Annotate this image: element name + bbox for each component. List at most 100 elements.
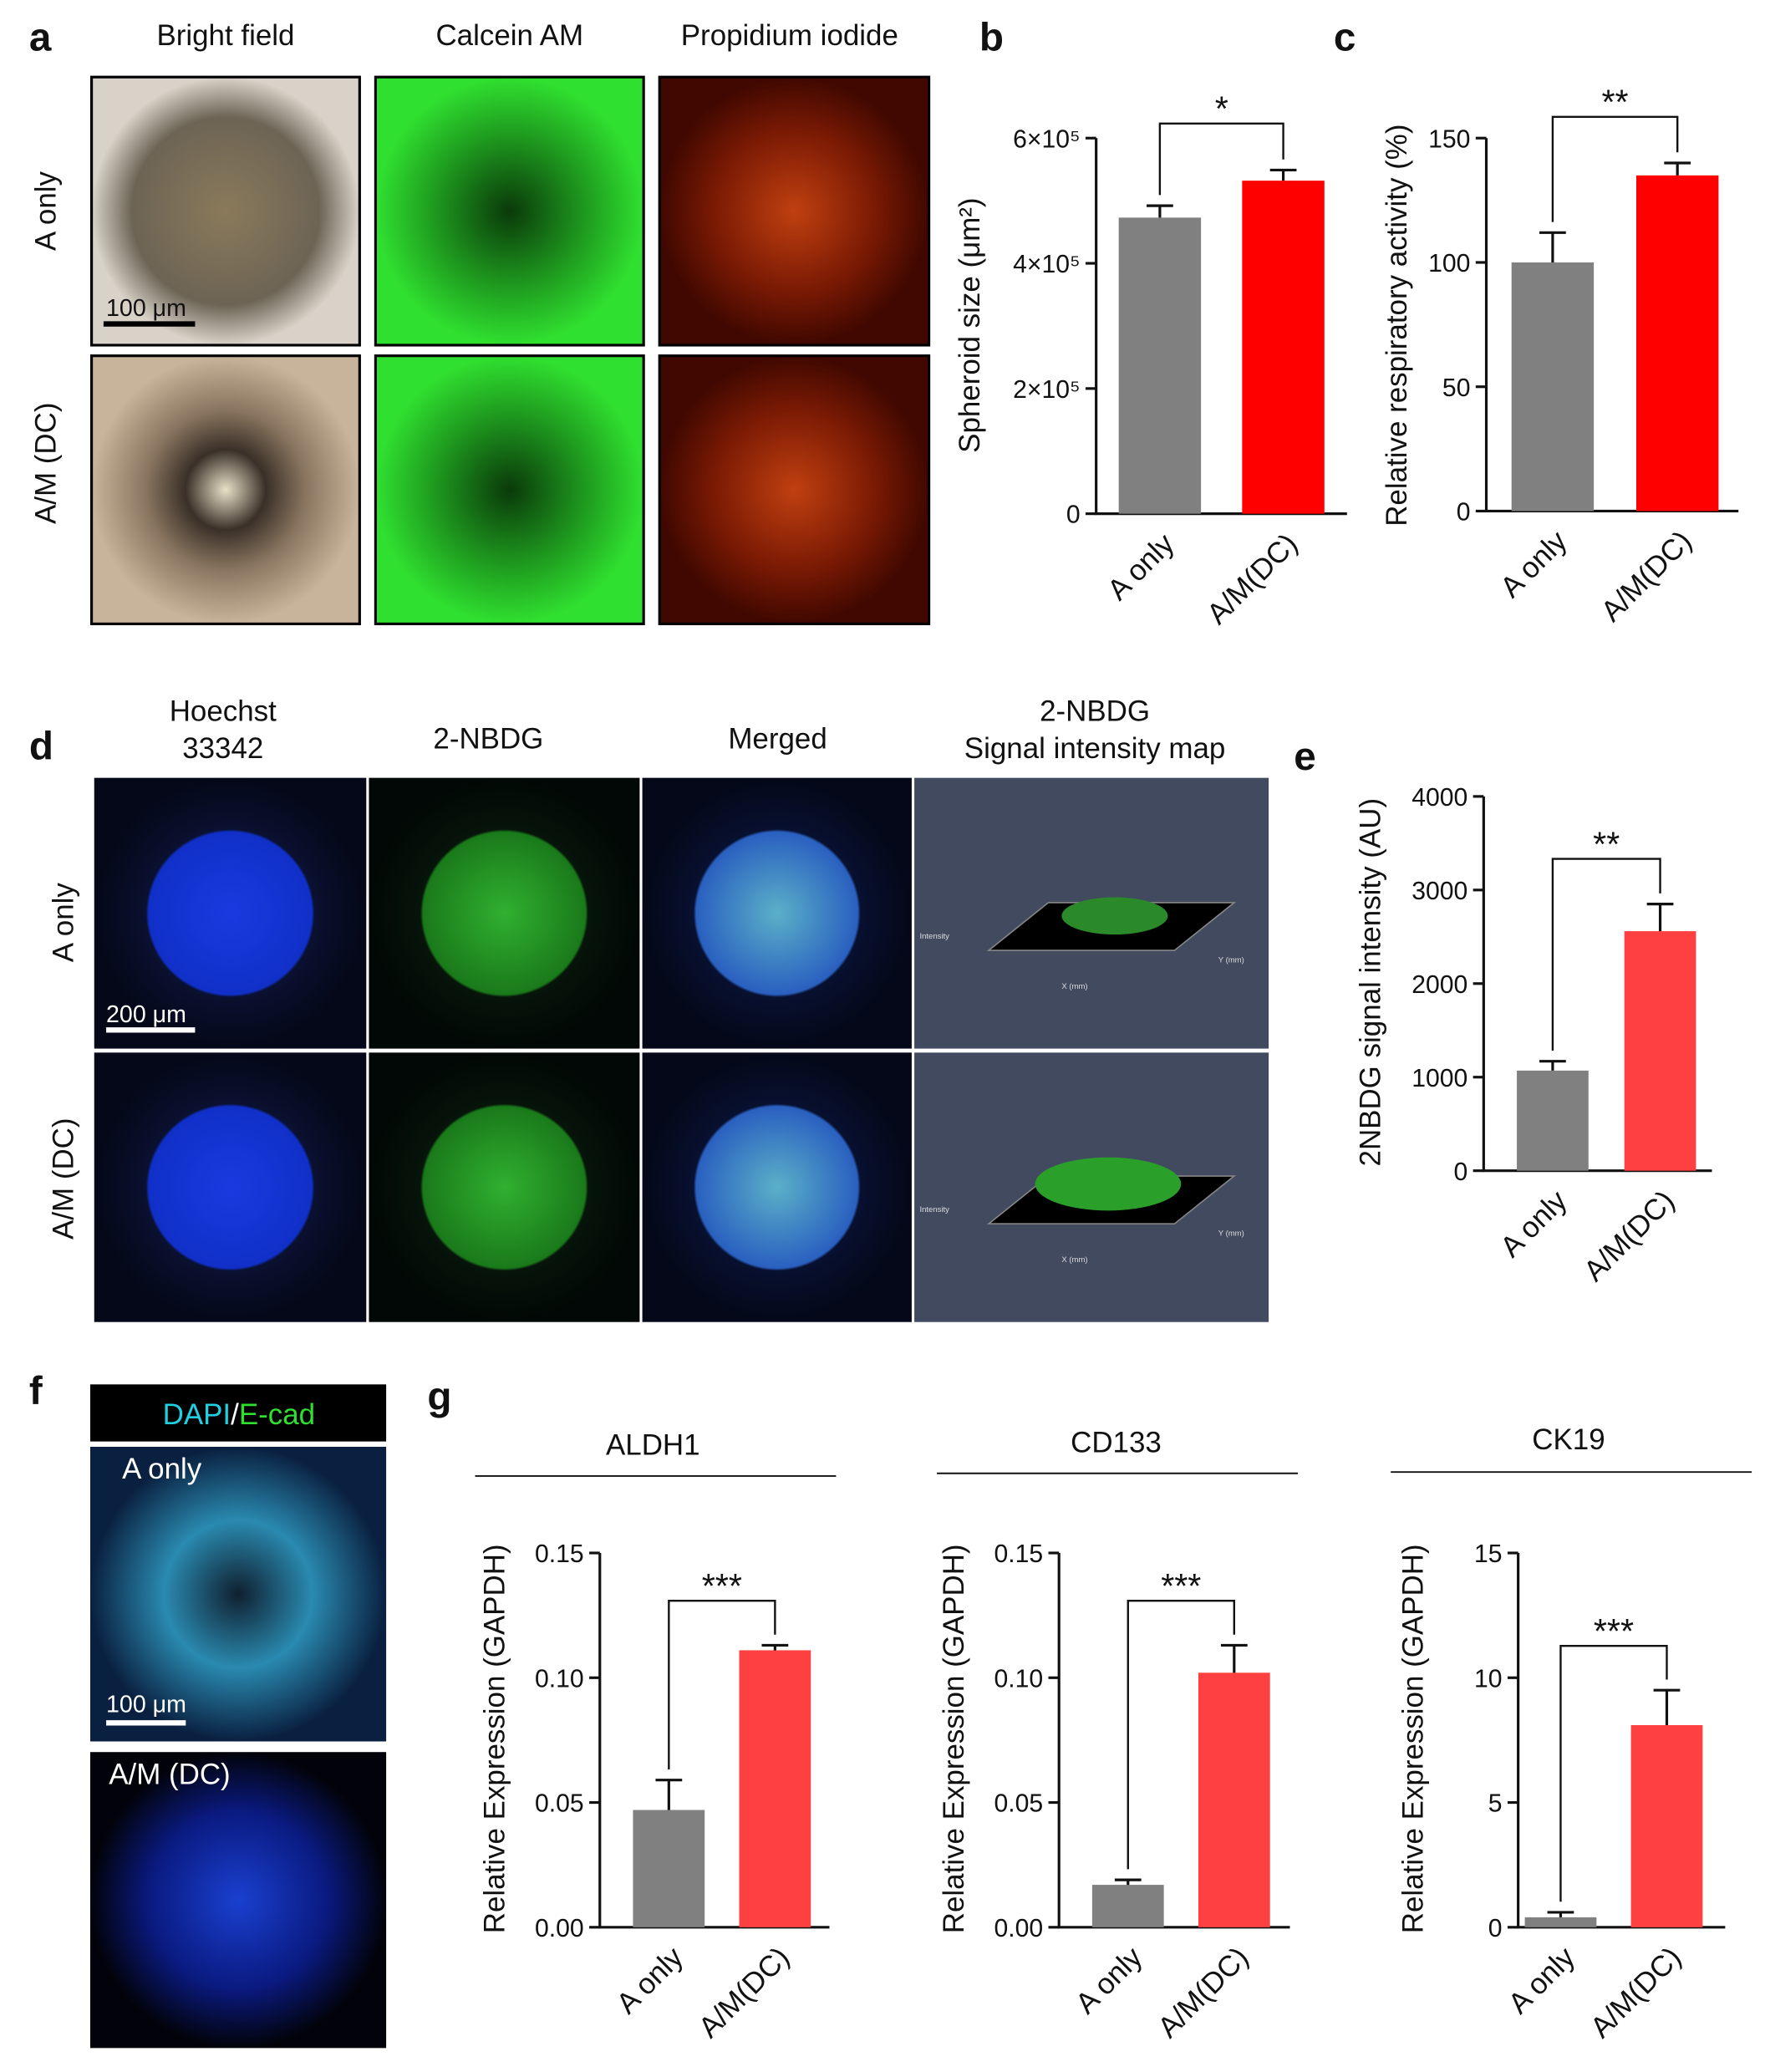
error-bar	[655, 1779, 683, 1810]
significance: *	[1215, 90, 1228, 129]
row-header: A/M (DC)	[47, 1117, 79, 1240]
y-axis-label: Relative Expression (GAPDH)	[478, 1544, 511, 1933]
bar	[739, 1650, 811, 1927]
scale-label: 200 μm	[106, 1001, 186, 1028]
panel-letter: a	[29, 15, 52, 59]
map-axis-label: Y (mm)	[1218, 1229, 1244, 1238]
row-header: A only	[47, 883, 79, 963]
y-tick-label: 0	[1488, 1915, 1503, 1942]
image	[94, 777, 367, 1049]
significance: **	[1593, 825, 1620, 863]
stain-label: DAPI/E-cad	[163, 1398, 315, 1431]
image	[89, 1446, 387, 1742]
significance-bracket	[1551, 858, 1661, 1051]
column-header: Propidium iodide	[681, 19, 898, 52]
y-tick-label: 0	[1066, 501, 1081, 529]
bar	[1630, 1725, 1703, 1927]
bar	[1242, 181, 1325, 514]
significance: ***	[702, 1567, 742, 1606]
significance: **	[1601, 84, 1628, 122]
column-header: 2-NBDG	[1040, 695, 1150, 727]
y-axis-label: Spheroid size (μm²)	[954, 197, 986, 452]
image	[374, 354, 645, 626]
image	[642, 1052, 912, 1322]
panel-letter: e	[1294, 735, 1316, 779]
image	[658, 75, 931, 347]
significance-bracket	[1127, 1599, 1236, 1870]
error-bar	[1114, 1878, 1142, 1886]
y-tick-label: 1000	[1411, 1065, 1467, 1092]
bar	[1524, 1917, 1597, 1927]
error-bar	[1147, 204, 1173, 218]
error-bar	[1539, 231, 1566, 262]
column-header: Hoechst	[170, 695, 277, 727]
image-label: A only	[122, 1453, 202, 1485]
row-header: A/M (DC)	[30, 403, 63, 524]
y-tick-label: 0.10	[994, 1665, 1043, 1693]
y-tick-label: 100	[1428, 250, 1470, 277]
bar	[1635, 175, 1719, 512]
significance-bracket	[1559, 1644, 1668, 1902]
error-bar	[1653, 1688, 1681, 1726]
x-tick-label: A only	[1070, 1941, 1149, 2020]
x-tick-label: A/M(DC)	[1578, 1184, 1681, 1288]
x-tick-label: A only	[610, 1941, 689, 2020]
significance-bracket	[1158, 122, 1284, 196]
row-header: A only	[30, 171, 63, 251]
chart-title: CD133	[1071, 1426, 1162, 1459]
error-bar	[1547, 1911, 1574, 1917]
x-tick-label: A/M(DC)	[1152, 1941, 1255, 2044]
y-tick-label: 0.00	[994, 1915, 1043, 1942]
y-tick-label: 0.05	[535, 1790, 584, 1818]
y-tick-label: 2000	[1411, 971, 1467, 999]
y-tick-label: 4000	[1411, 784, 1467, 812]
bar	[1511, 262, 1595, 512]
map-axis-label: Intensity	[919, 1205, 949, 1214]
significance: ***	[1161, 1567, 1201, 1606]
significance-bracket	[668, 1599, 776, 1769]
error-bar	[1269, 168, 1297, 181]
image	[374, 75, 645, 347]
image	[658, 354, 931, 626]
scale-label: 100 μm	[106, 295, 186, 322]
map-axis-label: X (mm)	[1061, 982, 1087, 991]
chart-title: ALDH1	[606, 1429, 700, 1462]
error-bar	[1220, 1643, 1248, 1673]
image-label: A/M (DC)	[109, 1758, 231, 1790]
y-tick-label: 15	[1474, 1540, 1503, 1568]
y-tick-label: 4×10⁵	[1013, 251, 1080, 278]
panel-letter: c	[1334, 15, 1356, 59]
significance-bracket	[1551, 115, 1679, 222]
bar	[1624, 931, 1696, 1171]
panel-letter: g	[427, 1375, 451, 1419]
y-tick-label: 0.15	[535, 1540, 584, 1568]
y-tick-label: 150	[1428, 125, 1470, 153]
error-bar	[761, 1643, 789, 1651]
map-surface	[1061, 897, 1168, 935]
map-axis-label: Y (mm)	[1218, 955, 1244, 965]
y-tick-label: 50	[1442, 374, 1471, 402]
y-tick-label: 6×10⁵	[1013, 125, 1080, 153]
x-tick-label: A only	[1101, 527, 1181, 606]
panel-d-images	[94, 777, 1269, 1322]
y-axis-label: Relative respiratory activity (%)	[1381, 125, 1413, 527]
error-bar	[1539, 1060, 1566, 1071]
image	[89, 75, 361, 347]
stain-header	[89, 1384, 387, 1442]
y-tick-label: 0.05	[994, 1790, 1043, 1818]
image	[89, 354, 361, 626]
y-tick-label: 10	[1474, 1665, 1503, 1693]
significance: ***	[1594, 1612, 1634, 1651]
image	[642, 777, 912, 1049]
x-tick-label: A only	[1502, 1941, 1581, 2020]
bar	[1091, 1885, 1164, 1927]
column-header: Bright field	[156, 19, 294, 52]
y-axis-label: 2NBDG signal intensity (AU)	[1354, 798, 1386, 1167]
y-axis-label: Relative Expression (GAPDH)	[1396, 1544, 1429, 1933]
scale-label: 100 μm	[106, 1692, 186, 1718]
x-tick-label: A/M(DC)	[692, 1941, 796, 2044]
map-surface	[1035, 1157, 1182, 1211]
bar	[1517, 1070, 1589, 1171]
column-header: Signal intensity map	[964, 732, 1226, 765]
column-header: Merged	[728, 723, 827, 756]
